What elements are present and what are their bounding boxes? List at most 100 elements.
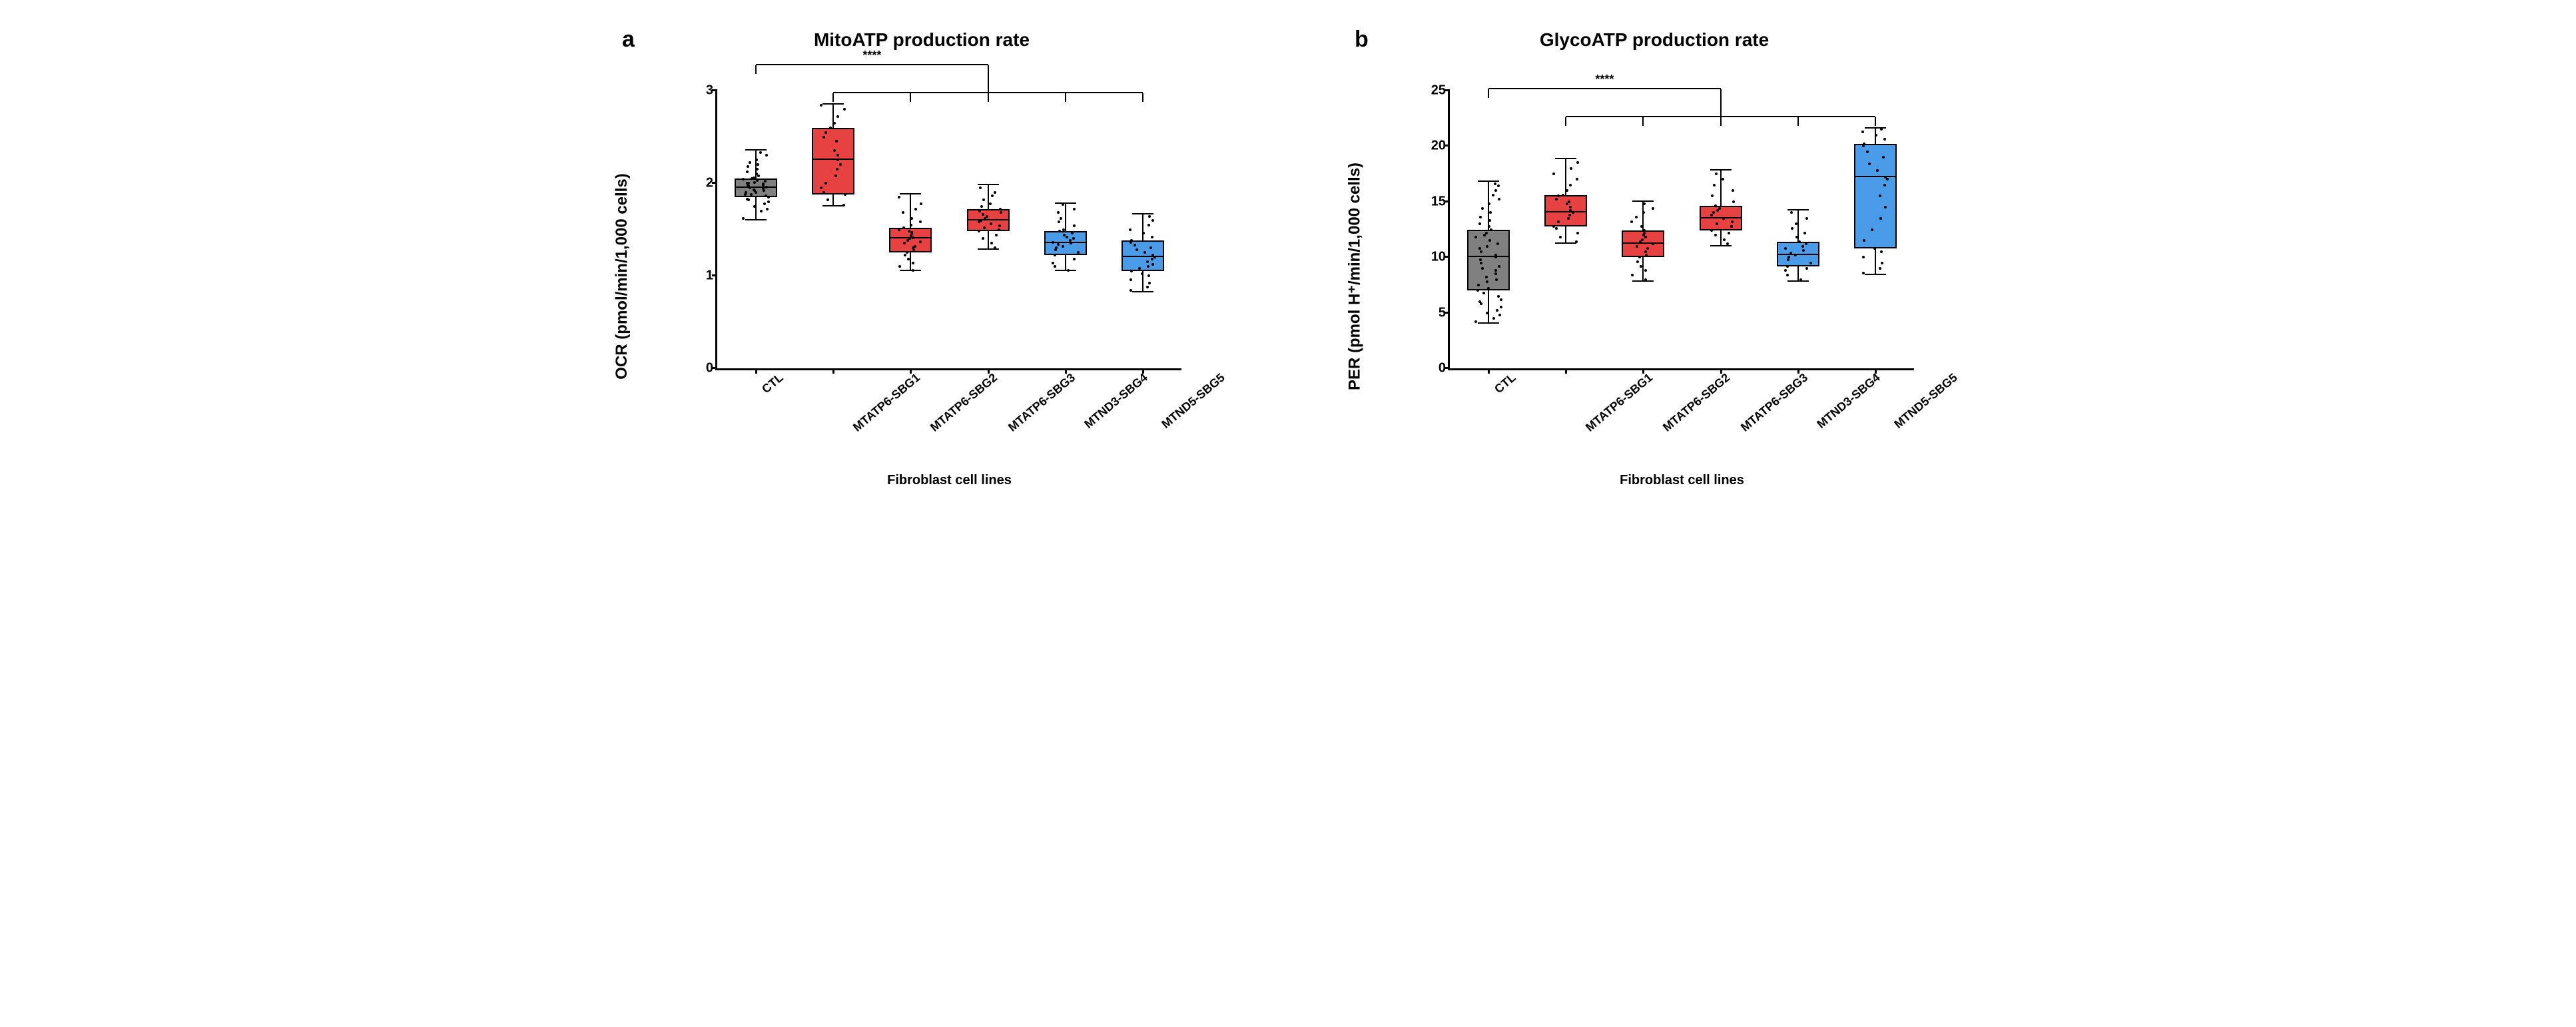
whisker-cap [1132,291,1153,292]
data-point [833,122,836,125]
data-point [753,176,755,179]
significance-bracket [1875,117,1876,126]
data-point [1882,156,1885,159]
data-point [1057,211,1060,214]
data-point [1786,265,1789,268]
data-point [1576,232,1579,234]
data-point [1722,178,1724,180]
data-point [835,140,838,143]
ytick-mark [1445,367,1450,369]
data-point [1062,203,1064,206]
data-point [1714,234,1717,236]
significance-bracket [988,65,989,93]
data-point [910,231,913,234]
whisker-cap [745,149,767,151]
data-point [1483,234,1486,236]
data-point [1552,225,1555,228]
data-point [756,168,759,171]
data-point [1151,258,1153,260]
ytick-mark [1445,312,1450,314]
data-point [753,188,755,191]
data-point [824,182,827,184]
data-point [1641,238,1644,241]
data-point [1129,289,1132,292]
title-a: MitoATP production rate [622,29,1221,51]
data-point [1149,246,1152,249]
whisker-cap [822,205,844,206]
data-point [908,230,910,232]
xtick-mark [755,368,757,374]
data-point [1500,306,1502,308]
data-point [920,202,922,205]
data-point [742,178,745,180]
data-point [1570,167,1572,170]
whisker [988,231,989,250]
data-point [1569,206,1572,208]
data-point [1644,236,1647,238]
xtick-label: MTATP6-SBG2 [928,371,1000,435]
data-point [1730,225,1733,228]
panel-b: b GlycoATP production rate PER (pmol H⁺/… [1355,27,1954,504]
data-point [1052,262,1054,264]
data-point [1487,287,1490,290]
title-b: GlycoATP production rate [1355,29,1954,51]
whisker-cap [1132,213,1153,214]
data-point [1151,236,1153,238]
data-point [1480,250,1482,253]
data-point [1716,222,1718,225]
data-point [1555,198,1558,200]
data-point [1142,232,1145,234]
data-point [1153,256,1156,258]
data-point [822,136,825,139]
data-point [989,202,992,205]
data-point [1060,217,1062,220]
data-point [906,251,908,254]
data-point [910,224,912,226]
data-point [912,262,914,264]
whisker-cap [1865,274,1886,275]
data-point [1636,245,1638,248]
median-line [1122,256,1164,257]
data-point [836,168,838,171]
xtick-mark [988,368,990,374]
xtick-mark [910,368,912,374]
significance-bracket [1565,117,1566,126]
xtick-mark [1642,368,1644,374]
data-point [1073,258,1076,260]
data-point [826,198,829,201]
median-line [812,159,854,160]
data-point [764,180,767,182]
ytick-mark [712,182,717,184]
data-point [1488,239,1491,242]
ylabel-b: PER (pmol H⁺/min/1,000 cells) [1345,49,1365,276]
xtick-label: MTND5-SBG5 [1159,371,1227,432]
data-point [1058,220,1060,223]
data-point [1805,242,1807,245]
whisker [1065,204,1066,232]
whisker-cap [900,193,921,194]
data-point [919,240,922,243]
xtick-label: MTATP6-SBG1 [850,371,923,435]
whisker [1642,202,1644,230]
median-line [1044,242,1087,243]
data-point [1141,272,1143,275]
whisker [1797,266,1799,282]
whisker-cap [1055,270,1076,271]
data-point [1492,317,1495,320]
ytick-label: 25 [1417,83,1446,99]
data-point [1148,215,1151,218]
significance-bracket [832,93,834,102]
data-point [1572,211,1574,214]
data-point [1871,228,1873,231]
data-point [1151,219,1154,222]
data-point [1805,217,1808,220]
data-point [765,194,767,197]
data-point [822,191,825,194]
data-point [1133,244,1136,246]
data-point [1146,260,1149,263]
data-point [1490,228,1492,231]
data-point [1069,239,1072,242]
data-point [1474,320,1477,323]
xtick-mark [1142,368,1144,374]
data-point [1066,236,1068,238]
